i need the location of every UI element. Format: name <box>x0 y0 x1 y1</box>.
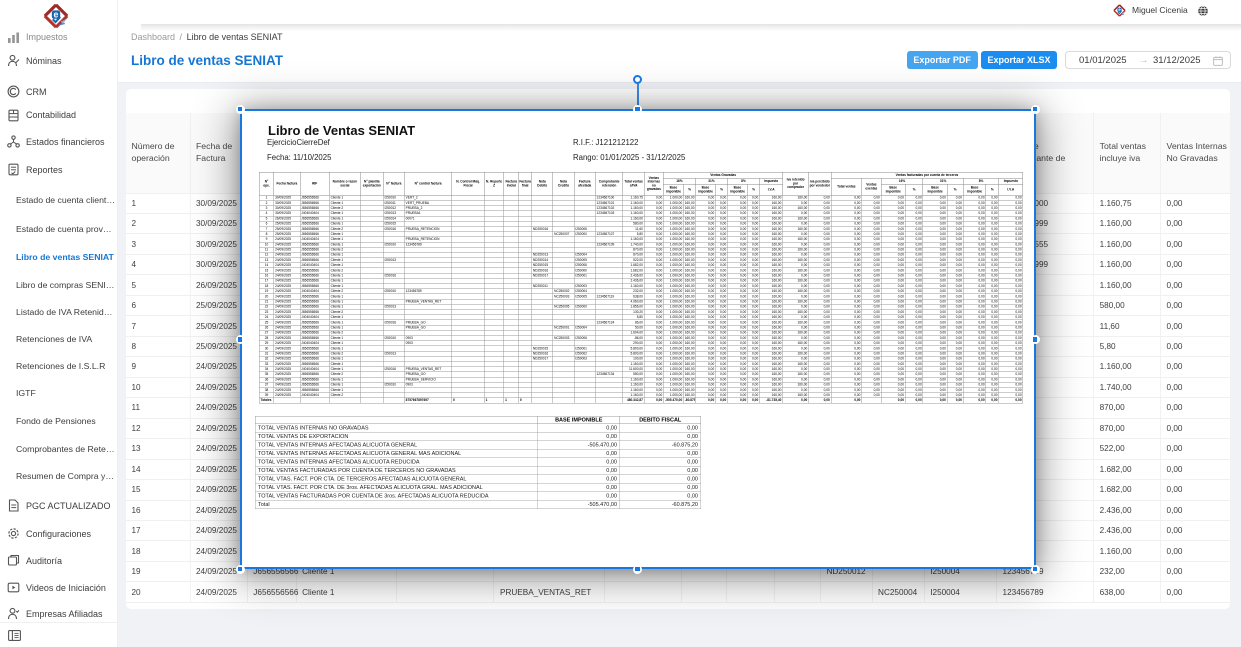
svg-text:e: e <box>1118 7 1121 12</box>
svg-text:e: e <box>54 9 59 19</box>
